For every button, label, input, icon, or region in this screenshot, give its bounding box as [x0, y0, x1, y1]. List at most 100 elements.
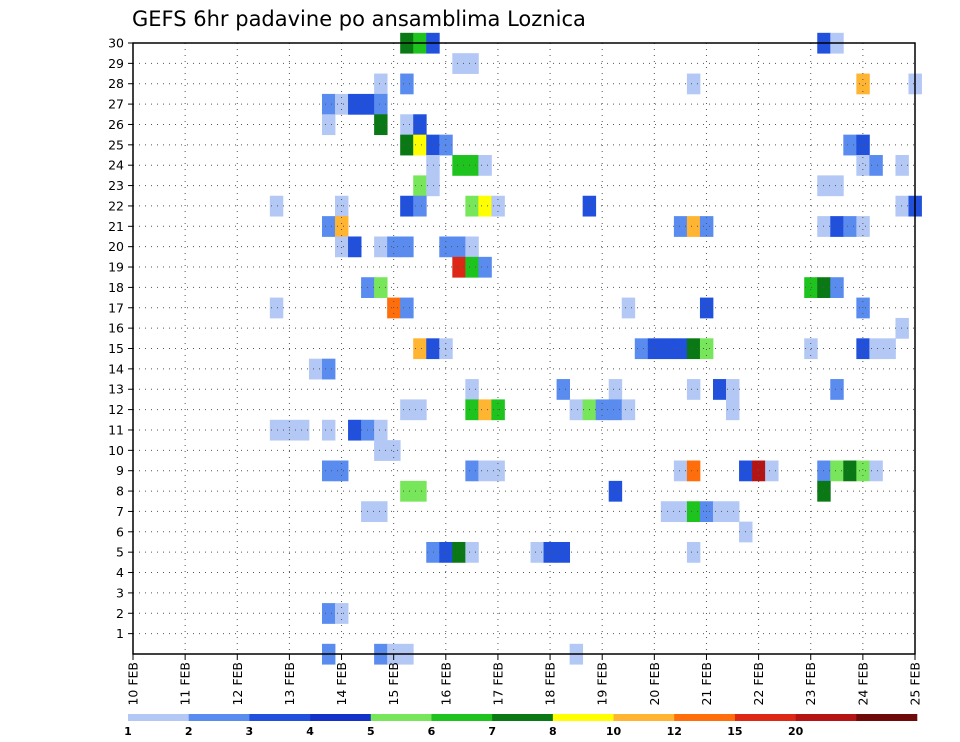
y-tick-label: 19 — [108, 260, 124, 275]
heatmap-cell — [321, 603, 336, 624]
legend-swatch — [370, 714, 432, 721]
heatmap-cell — [413, 195, 427, 217]
heatmap-cell — [491, 460, 505, 482]
heatmap-cell — [400, 114, 414, 136]
heatmap-cell — [452, 256, 466, 278]
cells-layer — [269, 32, 922, 665]
y-tick-label: 25 — [108, 137, 124, 152]
x-tick-label: 10 FEB — [126, 662, 141, 706]
heatmap-cell — [348, 93, 362, 115]
legend-label: 8 — [549, 725, 557, 738]
y-tick-label: 15 — [108, 341, 124, 356]
heatmap-cell — [465, 256, 479, 278]
x-tick-label: 21 FEB — [699, 662, 714, 706]
heatmap-cell — [269, 419, 284, 441]
heatmap-cell — [465, 541, 479, 563]
heatmap-cell — [843, 216, 857, 237]
heatmap-cell — [621, 297, 636, 319]
heatmap-cell — [608, 399, 623, 421]
heatmap-cell — [348, 419, 362, 441]
heatmap-cell — [426, 155, 440, 176]
heatmap-cell — [478, 399, 492, 421]
heatmap-cell — [452, 541, 466, 563]
heatmap-cell — [400, 73, 414, 95]
x-tick-label: 18 FEB — [543, 662, 558, 706]
x-tick-label: 13 FEB — [282, 662, 297, 706]
heatmap-cell — [726, 379, 740, 400]
heatmap-cell — [856, 216, 870, 237]
x-tick-label: 25 FEB — [908, 662, 923, 706]
heatmap-cell — [321, 419, 336, 441]
heatmap-cell — [335, 236, 349, 258]
y-tick-label: 18 — [108, 280, 124, 295]
heatmap-cell — [374, 73, 388, 95]
x-tick-label: 19 FEB — [595, 662, 610, 706]
y-tick-label: 5 — [116, 545, 124, 560]
heatmap-cell — [491, 195, 505, 217]
legend-swatch — [492, 714, 554, 721]
y-tick-label: 1 — [116, 626, 124, 641]
grid-layer — [133, 43, 915, 654]
heatmap-cell — [374, 114, 388, 136]
heatmap-cell — [686, 216, 701, 237]
legend-label: 10 — [606, 725, 622, 738]
heatmap-cell — [765, 460, 779, 482]
legend-label: 3 — [246, 725, 254, 738]
heatmap-cell — [400, 297, 414, 319]
x-tick-label: 22 FEB — [751, 662, 766, 706]
legend-label: 12 — [667, 725, 682, 738]
heatmap-cell — [374, 501, 388, 523]
heatmap-cell — [426, 175, 440, 197]
heatmap-cell — [269, 297, 284, 319]
heatmap-cell — [830, 460, 844, 482]
legend-swatch — [674, 714, 736, 721]
heatmap-cell — [569, 399, 584, 421]
heatmap-cell — [321, 216, 336, 237]
x-tick-label: 12 FEB — [230, 662, 245, 706]
heatmap-cell — [869, 460, 883, 482]
heatmap-cell — [726, 501, 740, 523]
heatmap-cell — [413, 480, 427, 502]
heatmap-cell — [387, 236, 401, 258]
legend-swatch — [431, 714, 493, 721]
heatmap-cell — [673, 460, 688, 482]
heatmap-cell — [843, 460, 857, 482]
y-tick-label: 13 — [108, 382, 124, 397]
legend-label: 4 — [306, 725, 314, 738]
heatmap-cell — [269, 195, 284, 217]
heatmap-cell — [426, 338, 440, 360]
legend-swatch — [128, 714, 189, 721]
heatmap-cell — [321, 460, 336, 482]
x-tick-label: 17 FEB — [490, 662, 505, 706]
legend-swatch — [249, 714, 311, 721]
heatmap-cell — [426, 134, 440, 156]
heatmap-cell — [712, 379, 727, 400]
heatmap-cell — [335, 460, 349, 482]
heatmap-cell — [608, 379, 623, 400]
heatmap-cell — [686, 338, 701, 360]
heatmap-cell — [374, 93, 388, 115]
y-tick-label: 30 — [108, 36, 124, 51]
x-tick-label: 24 FEB — [855, 662, 870, 706]
heatmap-cell — [335, 195, 349, 217]
x-tick-label: 23 FEB — [803, 662, 818, 706]
heatmap-cell — [465, 53, 479, 74]
heatmap-cell — [699, 338, 714, 360]
heatmap-cell — [543, 541, 557, 563]
legend-swatch — [734, 714, 796, 721]
heatmap-cell — [335, 93, 349, 115]
heatmap-cell — [673, 216, 688, 237]
heatmap-cell — [712, 501, 727, 523]
heatmap-cell — [530, 541, 544, 563]
heatmap-cell — [348, 236, 362, 258]
heatmap-cell — [400, 134, 414, 156]
y-tick-label: 2 — [116, 606, 124, 621]
heatmap-cell — [895, 317, 909, 339]
heatmap-cell — [869, 155, 883, 176]
heatmap-cell — [856, 460, 870, 482]
heatmap-cell — [686, 73, 701, 95]
legend-swatch — [188, 714, 250, 721]
y-tick-label: 20 — [108, 239, 124, 254]
heatmap-cell — [830, 277, 844, 298]
